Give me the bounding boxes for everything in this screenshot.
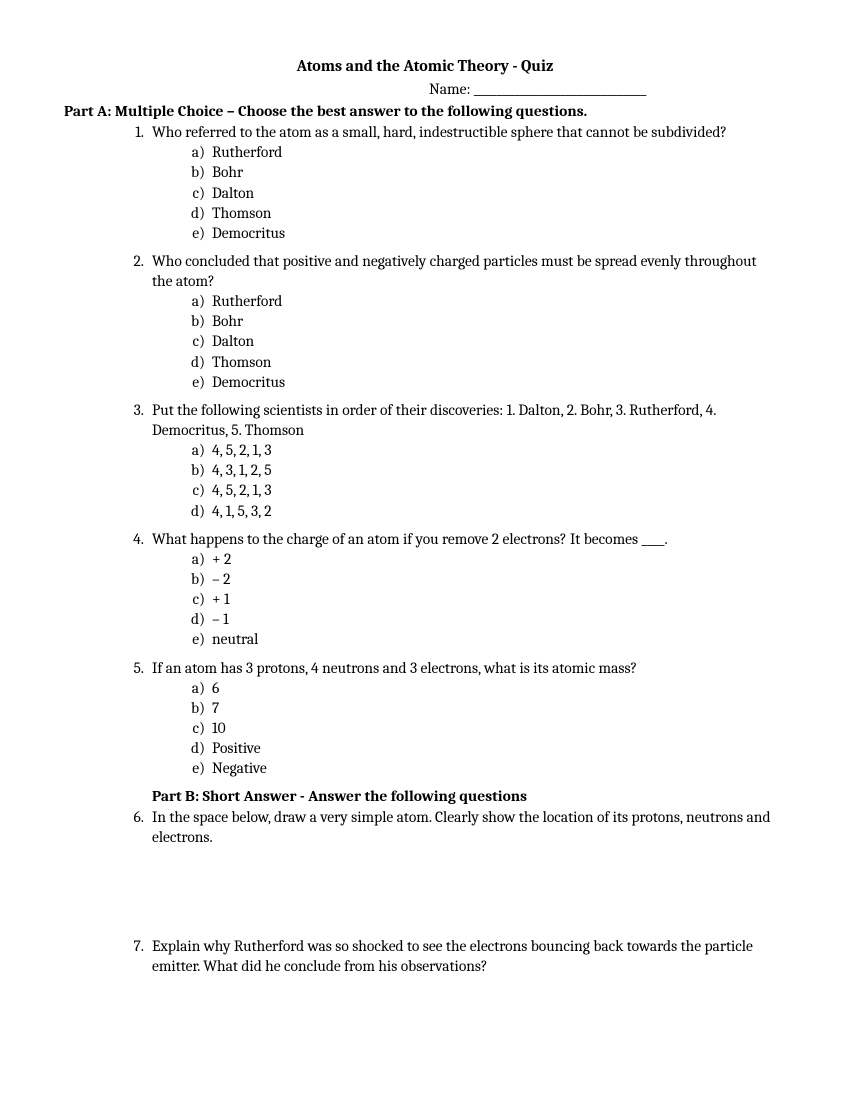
- option-text: 4, 5, 2, 1, 3: [212, 440, 786, 460]
- option-letter: c): [186, 718, 212, 738]
- option-text: Positive: [212, 738, 786, 758]
- question-number: 1.: [126, 122, 152, 142]
- option-letter: c): [186, 480, 212, 500]
- question-2: 2. Who concluded that positive and negat…: [64, 251, 786, 392]
- question-text: If an atom has 3 protons, 4 neutrons and…: [152, 658, 786, 678]
- option-text: – 1: [212, 609, 786, 629]
- part-a-header: Part A: Multiple Choice – Choose the bes…: [64, 101, 786, 121]
- question-1: 1. Who referred to the atom as a small, …: [64, 122, 786, 243]
- option-text: Bohr: [212, 311, 786, 331]
- question-number: 4.: [126, 529, 152, 549]
- option-text: neutral: [212, 629, 786, 649]
- option-letter: d): [186, 501, 212, 521]
- part-b-header: Part B: Short Answer - Answer the follow…: [64, 786, 786, 806]
- question-number: 7.: [126, 936, 152, 956]
- option-text: 7: [212, 698, 786, 718]
- drawing-space: [64, 855, 786, 935]
- option-letter: c): [186, 331, 212, 351]
- option-letter: d): [186, 738, 212, 758]
- option-letter: c): [186, 183, 212, 203]
- option-text: 4, 5, 2, 1, 3: [212, 480, 786, 500]
- option-text: Negative: [212, 758, 786, 778]
- option-text: 4, 1, 5, 3, 2: [212, 501, 786, 521]
- option-text: Democritus: [212, 223, 786, 243]
- option-text: Thomson: [212, 203, 786, 223]
- question-5: 5. If an atom has 3 protons, 4 neutrons …: [64, 658, 786, 779]
- option-letter: e): [186, 372, 212, 392]
- question-7: 7. Explain why Rutherford was so shocked…: [64, 936, 786, 976]
- question-text: What happens to the charge of an atom if…: [152, 529, 786, 549]
- option-letter: a): [186, 291, 212, 311]
- option-letter: c): [186, 589, 212, 609]
- name-field-label: Name: ______________________________: [64, 79, 786, 99]
- question-number: 3.: [126, 400, 152, 420]
- option-letter: b): [186, 311, 212, 331]
- question-number: 6.: [126, 807, 152, 827]
- option-letter: e): [186, 223, 212, 243]
- option-text: Dalton: [212, 183, 786, 203]
- option-letter: b): [186, 698, 212, 718]
- option-text: + 2: [212, 549, 786, 569]
- option-letter: d): [186, 352, 212, 372]
- option-text: Democritus: [212, 372, 786, 392]
- question-text: Who concluded that positive and negative…: [152, 251, 786, 291]
- option-letter: e): [186, 629, 212, 649]
- question-text: In the space below, draw a very simple a…: [152, 807, 786, 847]
- option-text: Rutherford: [212, 291, 786, 311]
- option-letter: b): [186, 569, 212, 589]
- option-letter: a): [186, 440, 212, 460]
- option-text: Thomson: [212, 352, 786, 372]
- option-letter: e): [186, 758, 212, 778]
- question-text: Who referred to the atom as a small, har…: [152, 122, 786, 142]
- question-number: 5.: [126, 658, 152, 678]
- option-letter: b): [186, 460, 212, 480]
- option-letter: a): [186, 142, 212, 162]
- question-3: 3. Put the following scientists in order…: [64, 400, 786, 521]
- option-letter: d): [186, 203, 212, 223]
- option-text: Dalton: [212, 331, 786, 351]
- question-text: Put the following scientists in order of…: [152, 400, 786, 440]
- question-number: 2.: [126, 251, 152, 271]
- option-text: – 2: [212, 569, 786, 589]
- question-6: 6. In the space below, draw a very simpl…: [64, 807, 786, 847]
- option-text: Rutherford: [212, 142, 786, 162]
- option-text: 10: [212, 718, 786, 738]
- option-letter: a): [186, 678, 212, 698]
- option-letter: d): [186, 609, 212, 629]
- option-text: + 1: [212, 589, 786, 609]
- option-text: Bohr: [212, 162, 786, 182]
- question-text: Explain why Rutherford was so shocked to…: [152, 936, 786, 976]
- option-letter: a): [186, 549, 212, 569]
- option-text: 6: [212, 678, 786, 698]
- option-text: 4, 3, 1, 2, 5: [212, 460, 786, 480]
- question-4: 4. What happens to the charge of an atom…: [64, 529, 786, 650]
- quiz-title: Atoms and the Atomic Theory - Quiz: [64, 56, 786, 77]
- option-letter: b): [186, 162, 212, 182]
